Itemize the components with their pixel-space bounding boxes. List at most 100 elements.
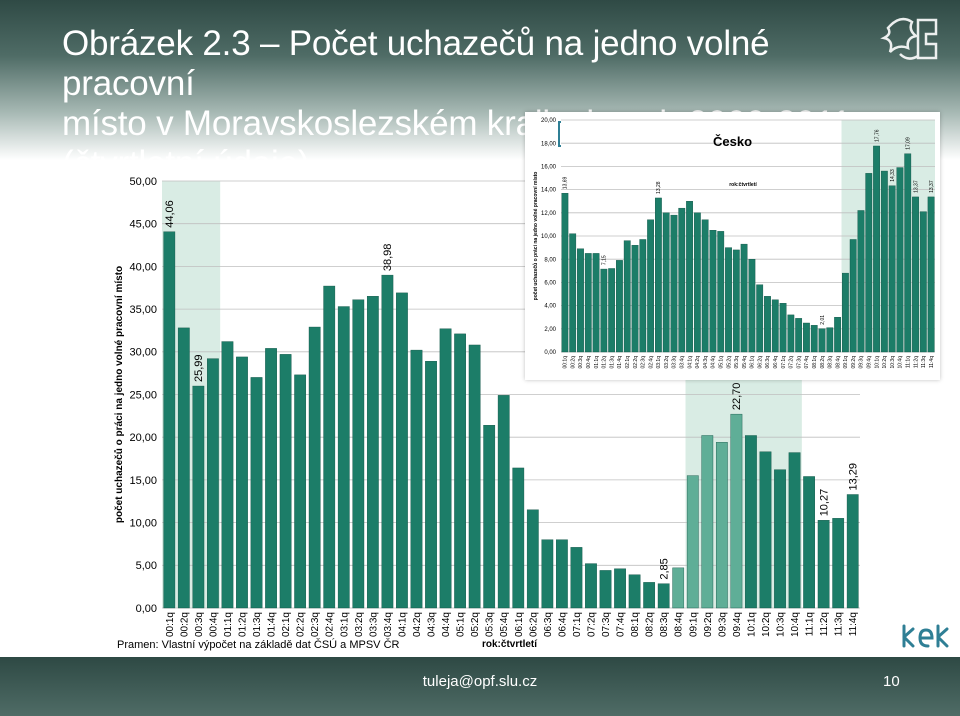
y-tick-label: 16,00 — [541, 165, 557, 171]
x-tick-label: 07:1q — [572, 612, 583, 637]
x-tick-label: 09:1q — [843, 356, 849, 369]
bar — [686, 200, 693, 353]
bar — [655, 197, 662, 353]
x-tick-label: 02:3q — [310, 612, 321, 637]
y-tick-label: 30,00 — [129, 347, 157, 359]
bar — [730, 413, 743, 609]
bar — [686, 475, 699, 609]
bar — [880, 170, 888, 353]
footer-email[interactable]: tuleja@opf.slu.cz — [422, 673, 538, 690]
y-tick-label: 10,00 — [541, 234, 557, 240]
bar — [265, 348, 277, 609]
x-tick-label: 10:3q — [776, 612, 787, 637]
bar — [670, 214, 678, 353]
data-label: 2,01 — [820, 315, 826, 325]
bar — [497, 395, 510, 609]
bar — [759, 451, 772, 609]
data-label: 13,28 — [656, 181, 662, 194]
data-label: 14,33 — [890, 169, 896, 182]
bar — [846, 494, 859, 609]
y-tick-label: 50,00 — [129, 176, 157, 188]
bar — [672, 567, 685, 609]
x-tick-label: 10:2q — [761, 612, 772, 637]
bar — [561, 192, 569, 353]
bar — [599, 570, 612, 609]
x-tick-label: 04:4q — [711, 356, 717, 369]
x-tick-label: 06:4q — [557, 612, 568, 637]
x-tick-label: 00:4q — [208, 612, 219, 637]
bar — [732, 249, 740, 353]
x-tick-label: 00:1q — [563, 356, 569, 369]
bar — [279, 354, 292, 609]
bar — [774, 469, 786, 609]
bar — [526, 509, 539, 609]
bar — [857, 210, 865, 353]
x-tick-label: 09:1q — [688, 612, 699, 637]
bar — [639, 239, 647, 353]
y-tick-label: 40,00 — [129, 261, 157, 273]
bar — [657, 583, 670, 609]
bar — [556, 539, 568, 609]
x-tick-label: 11:3q — [834, 612, 845, 636]
bar — [810, 325, 818, 353]
x-tick-label: 06:1q — [514, 612, 525, 637]
x-tick-label: 09:2q — [851, 356, 857, 369]
x-tick-label: 08:3q — [659, 612, 670, 637]
bar — [381, 274, 394, 609]
x-tick-label: 04:1q — [687, 356, 693, 369]
bar — [904, 153, 912, 353]
x-tick-label: 06:3q — [543, 612, 554, 637]
bar — [849, 239, 857, 353]
bar — [631, 245, 639, 353]
bar — [717, 231, 725, 353]
data-label: 13,37 — [913, 180, 919, 193]
bar — [919, 211, 927, 353]
x-tick-label: 09:3q — [859, 356, 865, 369]
inset-chart-panel: kek 0,002,004,006,008,0010,0012,0014,001… — [525, 112, 940, 380]
bar — [803, 322, 810, 353]
x-tick-label: 09:3q — [717, 612, 728, 637]
bar — [826, 327, 834, 353]
bar — [715, 442, 728, 609]
data-label: 13,69 — [563, 176, 569, 189]
x-tick-label: 01:3q — [252, 612, 263, 637]
x-tick-label: 00:3q — [578, 356, 584, 369]
bar — [308, 326, 321, 609]
x-tick-label: 08:2q — [645, 612, 656, 637]
x-tick-label: 04:2q — [412, 612, 423, 637]
x-tick-label: 00:3q — [194, 612, 205, 637]
bar — [410, 349, 423, 609]
x-tick-label: 11:1q — [905, 356, 911, 368]
bar — [873, 145, 880, 353]
bar — [177, 327, 190, 609]
x-tick-label: 01:4q — [267, 612, 278, 637]
x-tick-label: 06:1q — [750, 356, 756, 369]
x-tick-label: 01:2q — [237, 612, 248, 637]
x-tick-label: 08:2q — [820, 356, 826, 369]
y-tick-label: 0,00 — [136, 603, 157, 615]
slide-title: Obrázek 2.3 – Počet uchazečů na jedno vo… — [62, 24, 902, 184]
bar — [570, 547, 583, 609]
x-tick-label: 02:1q — [625, 356, 631, 369]
x-tick-label: 01:4q — [617, 356, 623, 369]
x-tick-label: 07:3q — [796, 356, 802, 369]
bar — [468, 344, 481, 609]
x-tick-label: 08:3q — [828, 356, 834, 369]
bar — [779, 303, 787, 353]
x-tick-label: 05:2q — [470, 612, 481, 637]
x-tick-label: 05:1q — [456, 612, 467, 637]
page-number: 10 — [883, 673, 900, 690]
x-axis-title: rok:čtvrtletí — [729, 182, 757, 188]
bar — [764, 296, 771, 353]
bar — [163, 231, 176, 609]
x-tick-label: 11:3q — [921, 356, 927, 368]
bar — [614, 568, 626, 609]
bar — [912, 196, 919, 353]
y-tick-label: 35,00 — [129, 304, 157, 316]
bar — [756, 284, 764, 353]
x-tick-label: 02:2q — [633, 356, 639, 369]
x-tick-label: 05:3q — [485, 612, 496, 637]
bar — [693, 212, 701, 353]
bar — [865, 173, 873, 353]
bar — [888, 185, 896, 353]
